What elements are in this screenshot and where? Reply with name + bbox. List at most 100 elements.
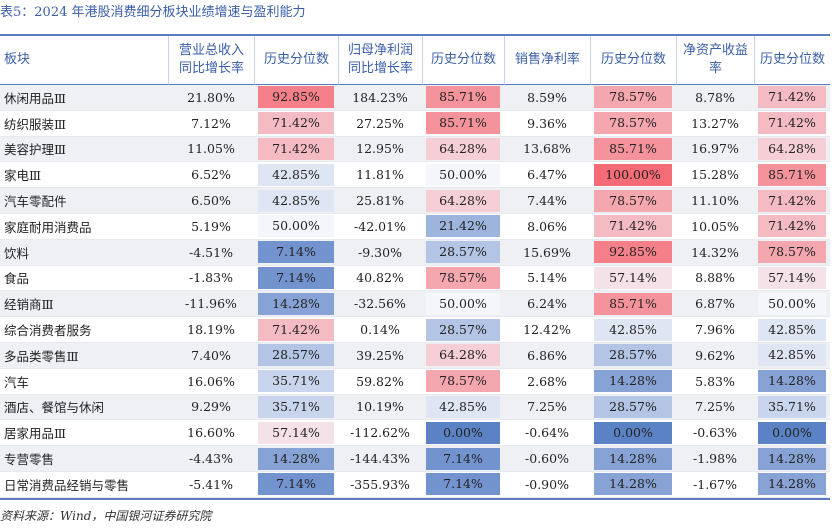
percentile-cell: 35.71% <box>754 395 830 421</box>
percentile-cell: 21.42% <box>422 214 504 240</box>
percentile-cell: 28.57% <box>254 343 338 369</box>
percentile-cell: 78.57% <box>422 369 504 395</box>
percentile-value: 50.00% <box>258 215 334 238</box>
column-header: 营业总收入 同比增长率 <box>168 36 254 85</box>
column-header-line: 率 <box>708 61 722 76</box>
percentile-value: 28.57% <box>426 241 500 264</box>
percentile-value: 78.57% <box>594 86 672 109</box>
metric-value: -42.01% <box>338 214 422 240</box>
percentile-cell: 85.71% <box>754 162 830 189</box>
percentile-value: 64.28% <box>758 137 826 160</box>
metric-value: 8.78% <box>676 85 754 111</box>
percentile-cell: 14.28% <box>754 472 830 498</box>
table-row: 休闲用品Ⅲ 21.80% 92.85% 184.23% 85.71% 8.59% 78.57… <box>0 85 830 111</box>
metric-value: 16.06% <box>168 369 254 395</box>
metric-value: -0.63% <box>676 420 754 447</box>
percentile-value: 57.14% <box>594 266 672 289</box>
percentile-value: 0.00% <box>426 421 500 444</box>
percentile-cell: 50.00% <box>422 291 504 318</box>
percentile-value: 85.71% <box>594 137 672 160</box>
percentile-value: 14.28% <box>758 370 826 393</box>
sector-name: 酒店、餐馆与休闲 <box>0 395 168 421</box>
column-header: 净资产收益率 <box>676 36 754 85</box>
metric-value: 18.19% <box>168 317 254 343</box>
percentile-cell: 28.57% <box>590 343 676 369</box>
metric-value: 7.25% <box>504 395 590 421</box>
percentile-value: 64.28% <box>426 344 500 367</box>
percentile-cell: 64.28% <box>422 188 504 214</box>
percentile-value: 71.42% <box>758 86 826 109</box>
percentile-cell: 42.85% <box>254 188 338 214</box>
percentile-cell: 14.28% <box>590 446 676 472</box>
metric-value: 0.14% <box>338 317 422 343</box>
percentile-cell: 50.00% <box>254 214 338 240</box>
metric-value: -112.62% <box>338 420 422 447</box>
percentile-value: 21.42% <box>426 215 500 238</box>
percentile-cell: 50.00% <box>422 162 504 189</box>
table-body: 休闲用品Ⅲ 21.80% 92.85% 184.23% 85.71% 8.59% 78.57… <box>0 85 830 498</box>
metric-value: -4.51% <box>168 240 254 266</box>
percentile-cell: 35.71% <box>254 369 338 395</box>
column-header-line: 历史分位数 <box>430 52 496 67</box>
column-header-line: 历史分位数 <box>759 52 825 67</box>
percentile-cell: 100.00% <box>590 162 676 189</box>
sector-name: 日常消费品经销与零售 <box>0 472 168 498</box>
column-header: 历史分位数 <box>254 36 338 85</box>
sector-name: 汽车零配件 <box>0 188 168 214</box>
percentile-cell: 64.28% <box>422 137 504 163</box>
percentile-value: 7.14% <box>426 447 500 470</box>
metric-value: 13.68% <box>504 137 590 163</box>
column-header: 历史分位数 <box>590 36 676 85</box>
percentile-cell: 92.85% <box>254 85 338 111</box>
column-header-line: 历史分位数 <box>600 52 666 67</box>
percentile-cell: 42.85% <box>422 395 504 421</box>
table-row: 多品类零售Ⅲ 7.40% 28.57% 39.25% 64.28% 6.86% 28.57%… <box>0 342 830 369</box>
metric-value: 5.83% <box>676 369 754 395</box>
percentile-cell: 35.71% <box>254 395 338 421</box>
percentile-value: 14.28% <box>258 447 334 470</box>
percentile-value: 78.57% <box>426 370 500 393</box>
metric-value: -1.83% <box>168 266 254 292</box>
metric-value: 12.95% <box>338 137 422 163</box>
column-header-line: 净资产收益 <box>682 43 748 58</box>
metric-value: 8.59% <box>504 85 590 111</box>
percentile-cell: 71.42% <box>754 188 830 214</box>
data-table-container: 板块 营业总收入 同比增长率 历史分位数 归母净利润 同比增长率 历史分位数 销售净利率 历史分… <box>0 34 830 500</box>
metric-value: 5.14% <box>504 266 590 292</box>
percentile-cell: 7.14% <box>254 266 338 292</box>
percentile-value: 71.42% <box>758 112 826 135</box>
metric-value: 11.81% <box>338 162 422 189</box>
percentile-value: 78.57% <box>758 241 826 264</box>
percentile-value: 85.71% <box>426 112 500 135</box>
percentile-value: 78.57% <box>594 112 672 135</box>
percentile-cell: 57.14% <box>254 420 338 447</box>
column-header: 销售净利率 <box>504 36 590 85</box>
percentile-cell: 28.57% <box>422 240 504 266</box>
percentile-value: 28.57% <box>594 395 672 418</box>
percentile-value: 71.42% <box>258 318 334 341</box>
percentile-cell: 7.14% <box>422 446 504 472</box>
percentile-cell: 78.57% <box>590 85 676 111</box>
percentile-value: 35.71% <box>258 370 334 393</box>
percentile-value: 71.42% <box>758 189 826 212</box>
metric-value: 6.52% <box>168 162 254 189</box>
percentile-value: 28.57% <box>426 318 500 341</box>
table-row: 食品 -1.83% 7.14% 40.82% 78.57% 5.14% 57.14% 8.88… <box>0 265 830 292</box>
metric-value: -0.60% <box>504 446 590 472</box>
metric-value: 9.62% <box>676 343 754 369</box>
percentile-value: 64.28% <box>426 137 500 160</box>
metric-value: -144.43% <box>338 446 422 472</box>
metric-value: -11.96% <box>168 291 254 318</box>
sector-name: 经销商Ⅲ <box>0 291 168 318</box>
sector-name: 汽车 <box>0 369 168 395</box>
percentile-value: 0.00% <box>594 421 672 444</box>
metric-value: 2.68% <box>504 369 590 395</box>
metric-value: 27.25% <box>338 111 422 137</box>
sector-name: 居家用品Ⅲ <box>0 420 168 447</box>
percentile-value: 57.14% <box>258 421 334 444</box>
column-header-line: 销售净利率 <box>514 52 580 67</box>
metric-value: -9.30% <box>338 240 422 266</box>
column-header-line: 营业总收入 <box>178 43 244 58</box>
sector-name: 家电Ⅲ <box>0 162 168 189</box>
percentile-cell: 78.57% <box>590 188 676 214</box>
